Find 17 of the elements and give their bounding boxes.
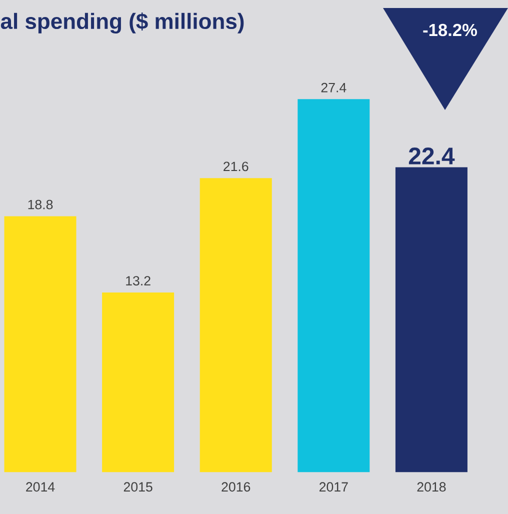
data-label: 13.2: [126, 276, 150, 286]
bar: [200, 178, 272, 472]
bar: [298, 99, 370, 472]
bar: [4, 216, 76, 472]
x-tick-label: 2015: [124, 482, 152, 492]
data-label: 18.8: [28, 200, 53, 210]
x-tick-label: 2018: [417, 482, 446, 492]
x-tick-label: 2017: [320, 482, 348, 492]
bar: [395, 167, 468, 472]
x-tick-label: 2016: [222, 482, 250, 492]
data-label: 27.4: [321, 82, 346, 92]
chart-title: al spending ($ millions): [0, 12, 244, 34]
data-label: 21.6: [224, 162, 248, 172]
bar: [102, 292, 174, 472]
x-tick-label: 2014: [26, 482, 55, 492]
data-label: 22.4: [408, 148, 455, 164]
text: -18.2%: [423, 24, 477, 36]
